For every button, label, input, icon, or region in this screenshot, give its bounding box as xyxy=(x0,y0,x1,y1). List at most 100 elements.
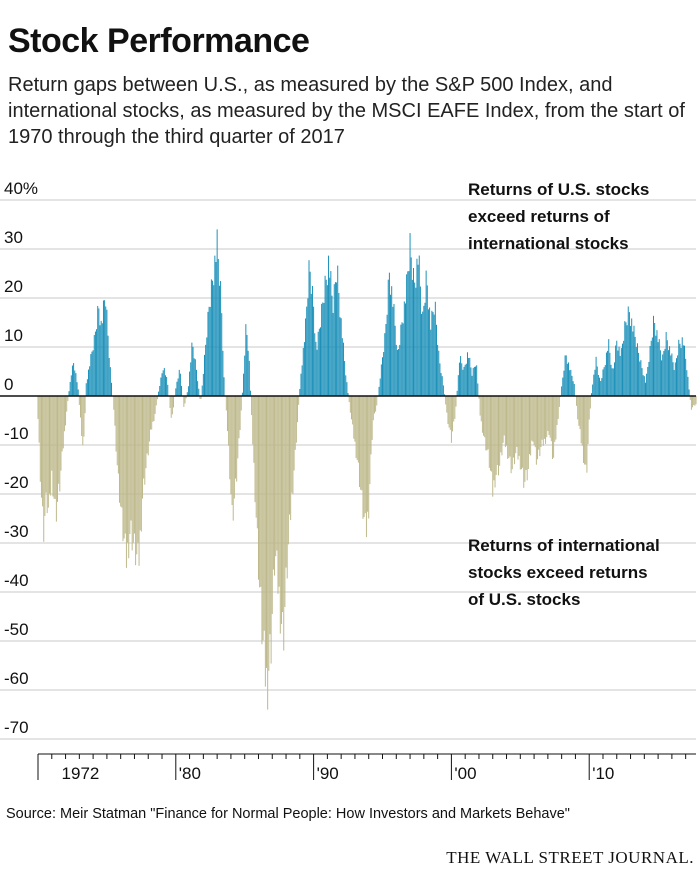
bar-positive xyxy=(620,348,622,396)
bar-negative xyxy=(289,396,290,515)
bar-positive xyxy=(92,350,94,396)
bar-negative xyxy=(148,396,150,442)
bar-negative xyxy=(225,396,227,411)
bar-positive xyxy=(462,369,464,396)
bar-negative xyxy=(486,396,488,451)
bar-negative xyxy=(547,396,549,431)
bar-negative xyxy=(252,396,254,445)
bar-negative xyxy=(361,396,363,491)
bar-positive xyxy=(187,386,189,396)
bar-positive xyxy=(111,382,112,396)
bar-negative xyxy=(293,396,295,471)
bar-negative xyxy=(263,396,265,631)
bar-negative xyxy=(65,396,67,426)
bar-positive xyxy=(393,303,395,396)
bar-positive xyxy=(463,366,465,396)
bar-positive xyxy=(77,389,79,396)
bar-positive xyxy=(628,312,630,396)
bar-negative xyxy=(554,396,556,442)
bar-negative xyxy=(255,396,257,518)
bar-positive xyxy=(633,325,635,396)
bar-positive xyxy=(418,255,420,396)
bar-positive xyxy=(91,351,93,396)
bar-positive xyxy=(677,355,679,396)
bar-negative xyxy=(290,396,292,521)
bar-negative xyxy=(240,396,242,411)
bar-negative xyxy=(185,396,187,399)
bar-negative xyxy=(363,396,365,517)
bar-negative xyxy=(489,396,491,471)
bar-negative xyxy=(492,396,494,497)
bar-positive xyxy=(646,373,648,396)
bar-negative xyxy=(500,396,502,453)
bar-positive xyxy=(241,392,243,396)
bar-positive xyxy=(88,369,90,396)
bar-negative xyxy=(59,396,61,492)
bar-positive xyxy=(599,377,601,396)
bar-negative xyxy=(503,396,505,436)
bar-positive xyxy=(302,347,304,396)
bar-positive xyxy=(166,376,168,396)
bar-positive xyxy=(669,346,671,396)
bar-negative xyxy=(298,396,300,405)
bar-positive xyxy=(470,367,472,396)
bar-negative xyxy=(184,396,186,404)
bar-negative xyxy=(260,396,262,587)
bar-negative xyxy=(267,396,269,710)
bar-negative xyxy=(351,396,352,420)
bar-negative xyxy=(251,396,253,416)
bar-positive xyxy=(337,265,339,396)
bar-negative xyxy=(232,396,234,521)
bar-positive xyxy=(399,344,401,396)
bar-positive xyxy=(71,365,73,396)
bar-positive xyxy=(75,373,77,396)
bar-positive xyxy=(307,298,309,396)
x-tick-label: 1972 xyxy=(62,764,100,783)
bar-positive xyxy=(248,360,250,396)
bar-positive xyxy=(672,362,674,396)
bar-negative xyxy=(297,396,299,423)
bar-positive xyxy=(635,347,637,396)
bar-positive xyxy=(603,367,605,396)
bar-positive xyxy=(627,306,629,396)
bar-positive xyxy=(641,368,643,396)
bar-positive xyxy=(207,311,209,396)
bar-negative xyxy=(143,396,145,479)
bar-negative xyxy=(375,396,377,412)
bar-positive xyxy=(464,364,466,396)
bar-negative xyxy=(355,396,357,459)
bar-positive xyxy=(419,286,421,396)
bar-negative xyxy=(116,396,118,466)
bar-positive xyxy=(411,279,413,396)
bar-negative xyxy=(452,396,454,432)
bar-positive xyxy=(68,391,70,396)
bar-positive xyxy=(684,345,686,396)
bar-positive xyxy=(392,306,394,396)
bar-positive xyxy=(317,331,319,396)
bar-positive xyxy=(432,312,434,396)
bar-positive xyxy=(423,305,425,396)
bar-positive xyxy=(566,363,568,396)
bar-negative xyxy=(154,396,156,414)
bar-negative xyxy=(67,396,69,401)
bar-negative xyxy=(509,396,511,457)
bar-negative xyxy=(447,396,449,424)
bar-positive xyxy=(656,330,658,396)
bar-negative xyxy=(37,396,39,419)
bar-positive xyxy=(94,331,96,396)
bar-negative xyxy=(367,396,369,512)
bar-negative xyxy=(446,396,448,413)
bar-positive xyxy=(413,267,414,396)
bar-positive xyxy=(205,344,207,396)
publisher-logo: THE WALL STREET JOURNAL. xyxy=(446,848,694,867)
bar-positive xyxy=(426,285,428,396)
bar-positive xyxy=(345,375,347,396)
axes: 40% 30 20 10 0 -10 -20 -30 -40 -50 -60 -70 1972 '80 '9… xyxy=(0,179,696,783)
bar-negative xyxy=(577,396,579,420)
bar-negative xyxy=(272,396,274,570)
bar-positive xyxy=(623,340,625,396)
bar-negative xyxy=(498,396,499,476)
bar-positive xyxy=(338,292,340,396)
bar-positive xyxy=(438,350,440,396)
bar-positive xyxy=(622,343,623,396)
